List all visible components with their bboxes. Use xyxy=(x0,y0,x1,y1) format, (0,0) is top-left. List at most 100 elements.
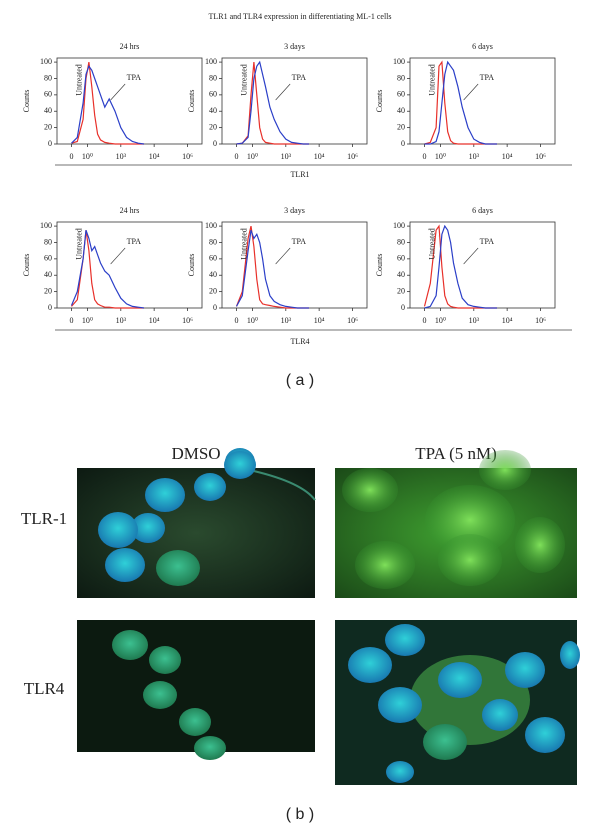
series-annotation: Untreated xyxy=(427,64,436,96)
x-tick-label: 10⁶ xyxy=(535,316,546,325)
y-axis-label: Counts xyxy=(22,90,31,113)
annotation-leader xyxy=(110,83,126,101)
x-tick-label: 10⁶ xyxy=(347,316,358,325)
annotation-leader xyxy=(463,83,479,101)
x-tick-label: 10³ xyxy=(116,316,127,325)
y-tick-label: 0 xyxy=(213,303,217,312)
y-tick-label: 20 xyxy=(397,286,405,295)
x-tick-label: 10⁴ xyxy=(314,152,325,161)
chart-title: 3 days xyxy=(284,42,305,51)
series-annotation: Untreated xyxy=(239,228,248,260)
x-tick-label: 10⁰ xyxy=(435,316,446,325)
x-tick-label: 10³ xyxy=(469,152,480,161)
micrograph xyxy=(335,450,577,598)
y-tick-label: 60 xyxy=(44,254,52,263)
y-axis-label: Counts xyxy=(22,254,31,277)
y-tick-label: 20 xyxy=(44,122,52,131)
panel-label: ( a ) xyxy=(286,372,314,389)
x-tick-label: 10⁰ xyxy=(247,316,258,325)
y-tick-label: 100 xyxy=(393,57,405,66)
histogram-line xyxy=(424,60,497,145)
x-tick-label: 10³ xyxy=(281,316,292,325)
y-axis-label: Counts xyxy=(375,254,384,277)
x-tick-label: 10⁴ xyxy=(149,316,160,325)
chart-title: 24 hrs xyxy=(120,206,140,215)
y-tick-label: 0 xyxy=(401,139,405,148)
histogram-line xyxy=(236,62,309,145)
x-tick-label: 10⁰ xyxy=(247,152,258,161)
x-tick-label: 10³ xyxy=(469,316,480,325)
y-tick-label: 60 xyxy=(209,90,217,99)
histogram-line xyxy=(70,229,145,309)
y-tick-label: 40 xyxy=(209,106,217,115)
y-axis-label: Counts xyxy=(187,90,196,113)
chart-title: 6 days xyxy=(472,42,493,51)
y-tick-label: 0 xyxy=(213,139,217,148)
column-label: TPA (5 nM) xyxy=(415,444,497,463)
x-tick-label: 10⁰ xyxy=(435,152,446,161)
annotation-leader xyxy=(275,247,291,265)
x-tick-label: 10⁶ xyxy=(182,152,193,161)
marker-label: TLR1 xyxy=(290,170,309,179)
y-tick-label: 100 xyxy=(205,221,217,230)
y-tick-label: 100 xyxy=(205,57,217,66)
y-tick-label: 0 xyxy=(48,139,52,148)
series-annotation: TPA xyxy=(480,73,495,82)
y-tick-label: 60 xyxy=(209,254,217,263)
x-tick-label: 10⁴ xyxy=(149,152,160,161)
x-tick-label: 10³ xyxy=(116,152,127,161)
series-annotation: TPA xyxy=(292,237,307,246)
micrograph xyxy=(77,620,315,760)
histogram-line xyxy=(236,60,309,145)
x-tick-label: 10⁶ xyxy=(535,152,546,161)
y-tick-label: 80 xyxy=(44,73,52,82)
x-tick-label: 0 xyxy=(70,152,74,161)
y-tick-label: 80 xyxy=(209,237,217,246)
figure-title: TLR1 and TLR4 expression in differentiat… xyxy=(209,12,392,21)
series-annotation: Untreated xyxy=(427,228,436,260)
micrograph xyxy=(335,620,580,785)
histogram-line xyxy=(71,64,145,145)
chart-title: 6 days xyxy=(472,206,493,215)
histogram-line xyxy=(235,229,309,309)
y-tick-label: 80 xyxy=(397,237,405,246)
histogram-line xyxy=(424,224,497,309)
x-tick-label: 0 xyxy=(423,152,427,161)
series-annotation: TPA xyxy=(127,73,142,82)
y-tick-label: 20 xyxy=(209,122,217,131)
x-tick-label: 10⁰ xyxy=(82,152,93,161)
y-tick-label: 100 xyxy=(40,221,52,230)
series-annotation: Untreated xyxy=(239,64,248,96)
chart-title: 3 days xyxy=(284,206,305,215)
panel-label: ( b ) xyxy=(286,806,314,823)
x-tick-label: 0 xyxy=(70,316,74,325)
chart-title: 24 hrs xyxy=(120,42,140,51)
row-label: TLR-1 xyxy=(21,509,67,528)
y-tick-label: 40 xyxy=(397,270,405,279)
annotation-leader xyxy=(275,83,291,101)
y-tick-label: 60 xyxy=(44,90,52,99)
x-tick-label: 10⁶ xyxy=(347,152,358,161)
row-label: TLR4 xyxy=(24,679,65,698)
x-tick-label: 10⁶ xyxy=(182,316,193,325)
histogram-line xyxy=(424,60,497,145)
y-tick-label: 0 xyxy=(401,303,405,312)
y-tick-label: 0 xyxy=(48,303,52,312)
y-tick-label: 40 xyxy=(209,270,217,279)
y-tick-label: 80 xyxy=(44,237,52,246)
series-annotation: TPA xyxy=(127,237,142,246)
y-axis-label: Counts xyxy=(375,90,384,113)
y-tick-label: 100 xyxy=(393,221,405,230)
y-tick-label: 20 xyxy=(44,286,52,295)
y-tick-label: 60 xyxy=(397,254,405,263)
y-tick-label: 40 xyxy=(44,270,52,279)
x-tick-label: 0 xyxy=(235,152,239,161)
x-tick-label: 10⁰ xyxy=(82,316,93,325)
micrograph xyxy=(77,448,316,598)
x-tick-label: 10⁴ xyxy=(502,316,513,325)
y-tick-label: 40 xyxy=(44,106,52,115)
x-tick-label: 10³ xyxy=(281,152,292,161)
column-label: DMSO xyxy=(171,444,220,463)
annotation-leader xyxy=(110,247,126,265)
